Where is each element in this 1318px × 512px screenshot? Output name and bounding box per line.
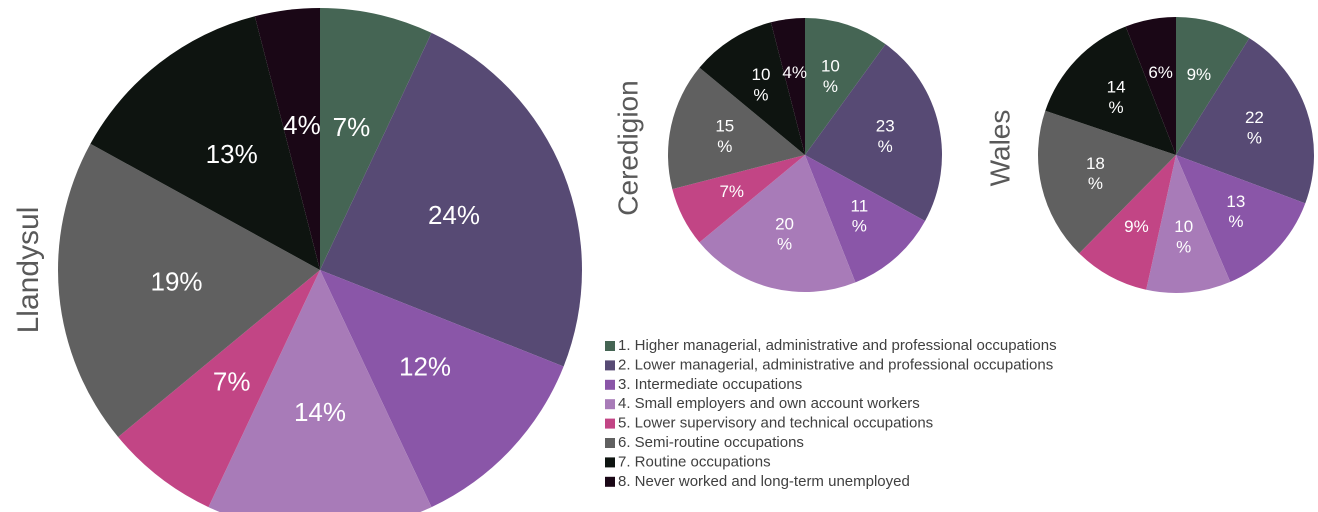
legend-swatch <box>605 360 615 371</box>
value-label: 15% <box>715 117 734 156</box>
legend-label: 6. Semi-routine occupations <box>618 434 804 451</box>
value-label: 14% <box>294 397 346 427</box>
pie-slice <box>58 143 320 438</box>
pie-slice <box>805 18 886 155</box>
value-label: 13% <box>206 139 258 169</box>
pie-slice <box>90 16 320 270</box>
value-label: 9% <box>1124 217 1149 236</box>
legend-label: 2. Lower managerial, administrative and … <box>618 356 1053 373</box>
pie-slice <box>699 22 805 155</box>
legend-label: 3. Intermediate occupations <box>618 376 802 393</box>
pie-slice <box>1045 26 1176 155</box>
pie-slice <box>805 155 926 283</box>
value-label: 4% <box>283 110 321 140</box>
pie-slice <box>1176 17 1250 155</box>
pie-slice <box>672 155 805 243</box>
pie-slice <box>668 67 805 190</box>
legend-label: 4. Small employers and own account worke… <box>618 395 920 412</box>
pie-slice <box>1079 155 1176 290</box>
value-label: 10% <box>1174 218 1193 257</box>
pie-slice <box>770 18 805 155</box>
legend-swatch <box>605 341 615 351</box>
pie-slice <box>1038 110 1176 254</box>
value-label: 20% <box>775 215 794 254</box>
value-label: 6% <box>1148 63 1173 82</box>
chart-title: Ceredigion <box>612 80 643 215</box>
legend-swatch <box>605 418 615 429</box>
pie-slice <box>805 44 943 222</box>
pie-slice <box>118 270 320 508</box>
pie-slice <box>208 270 432 512</box>
value-label: 7% <box>719 182 744 201</box>
value-label: 22% <box>1245 109 1264 148</box>
legend-swatch <box>605 379 615 390</box>
value-label: 13% <box>1226 192 1245 231</box>
legend-swatch <box>605 399 615 410</box>
chart-title: Llandysul <box>12 207 45 334</box>
pie-slice <box>320 270 564 508</box>
pie-slice <box>320 32 582 367</box>
legend-label: 7. Routine occupations <box>618 453 771 470</box>
chart-title: Wales <box>984 110 1015 187</box>
value-label: 24% <box>428 200 480 230</box>
value-label: 11% <box>851 197 869 236</box>
value-label: 4% <box>782 63 807 82</box>
value-label: 12% <box>399 352 451 382</box>
value-label: 14% <box>1107 78 1126 117</box>
pie-slice <box>699 155 856 292</box>
legend-swatch <box>605 476 615 487</box>
legend-swatch <box>605 438 615 448</box>
pie-slice <box>254 7 320 270</box>
value-label: 23% <box>876 117 895 156</box>
value-label: 19% <box>151 266 203 296</box>
legend-swatch <box>605 457 615 468</box>
value-label: 7% <box>333 112 371 142</box>
value-label: 10% <box>821 57 840 96</box>
pie-slice <box>1125 17 1176 155</box>
value-label: 7% <box>213 367 251 397</box>
pie-slice <box>1176 38 1314 204</box>
pie-slice <box>1176 155 1306 282</box>
pie-slice <box>320 8 432 270</box>
legend-label: 5. Lower supervisory and technical occup… <box>618 415 933 432</box>
value-label: 9% <box>1187 65 1212 84</box>
value-label: 10% <box>751 66 770 105</box>
legend-label: 1. Higher managerial, administrative and… <box>618 337 1057 354</box>
pie-slice <box>1146 155 1231 293</box>
value-label: 18% <box>1086 154 1105 193</box>
legend-label: 8. Never worked and long-term unemployed <box>618 473 910 490</box>
